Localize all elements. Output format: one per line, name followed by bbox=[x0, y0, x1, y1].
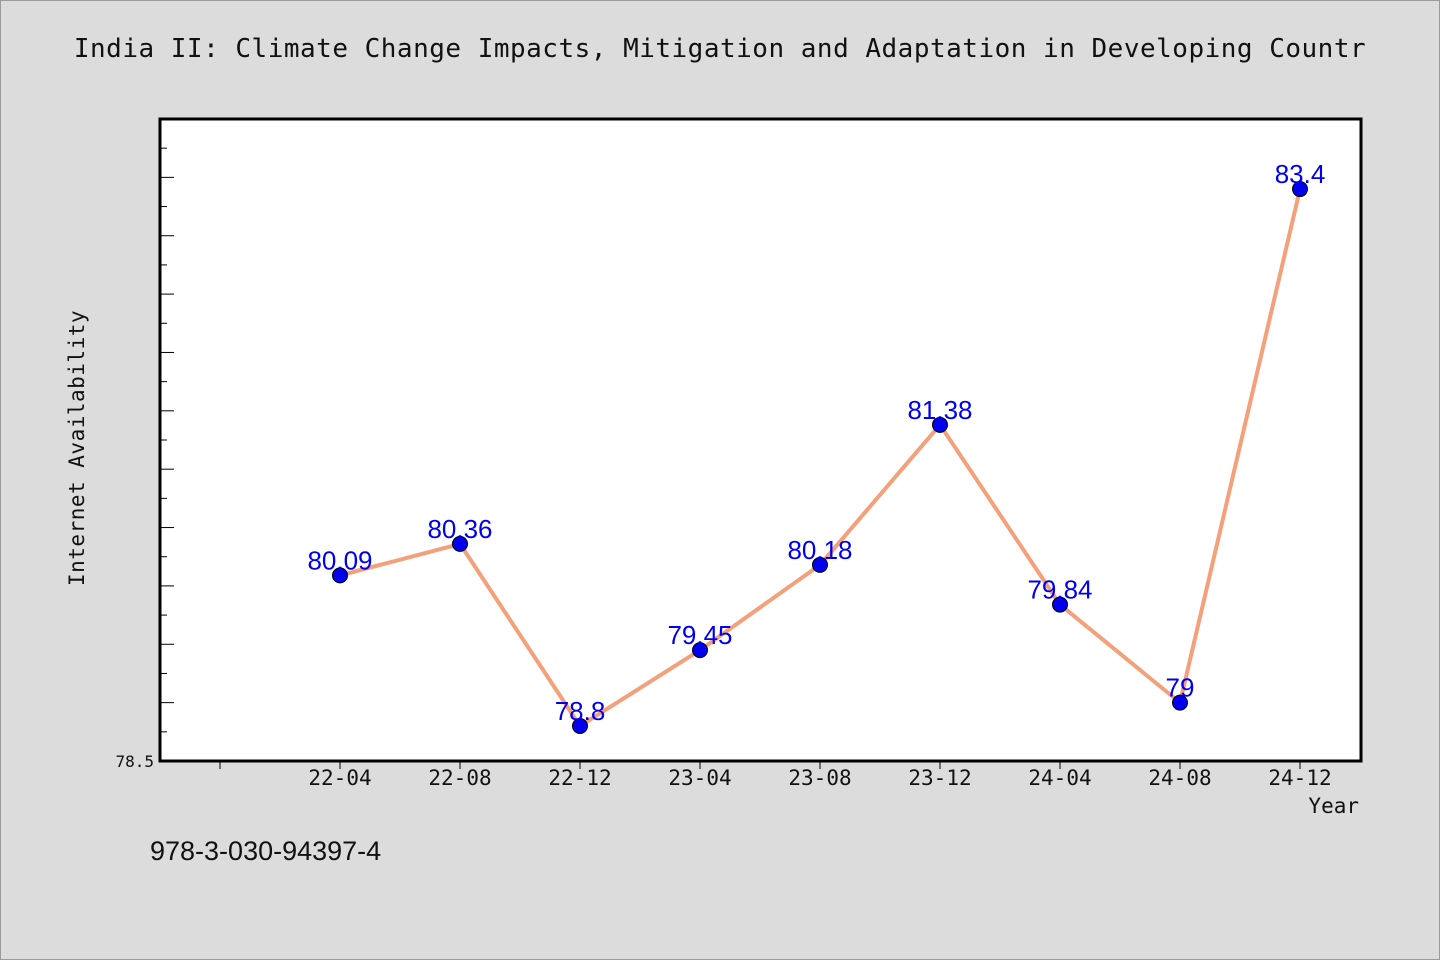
x-tick-label: 24-12 bbox=[1268, 766, 1331, 790]
data-point bbox=[452, 535, 468, 552]
x-tick-label: 22-08 bbox=[428, 766, 491, 790]
chart-title: India II: Climate Change Impacts, Mitiga… bbox=[73, 34, 1367, 64]
series-line-segment bbox=[698, 562, 822, 653]
x-tick-label: 23-08 bbox=[788, 766, 851, 790]
x-tick-label: 24-04 bbox=[1028, 766, 1091, 790]
data-label: 79.84 bbox=[1027, 575, 1092, 605]
data-point bbox=[572, 717, 588, 734]
x-tick-label: 24-08 bbox=[1148, 766, 1211, 790]
series-line-segment bbox=[818, 422, 942, 567]
x-tick-label: 22-12 bbox=[548, 766, 611, 790]
series-line-segment bbox=[578, 648, 702, 728]
data-point bbox=[1292, 181, 1308, 198]
series-line-segment bbox=[1178, 187, 1302, 705]
data-label: 80.09 bbox=[307, 545, 372, 575]
series-line-segment bbox=[458, 541, 582, 728]
x-axis-label: Year bbox=[1308, 794, 1359, 818]
data-label: 79 bbox=[1166, 673, 1195, 703]
footer-code: 978-3-030-94397-4 bbox=[150, 836, 382, 866]
data-label: 78.8 bbox=[555, 696, 606, 726]
plot-frame bbox=[158, 117, 1363, 763]
x-ticks: 22-04 22-08 22-12 23-04 23-08 23-12 24-04 24-08… bbox=[219, 761, 1332, 790]
data-label: 80.18 bbox=[787, 535, 852, 565]
data-label: 79.45 bbox=[667, 620, 732, 650]
data-point bbox=[812, 556, 828, 573]
x-tick-label: 22-04 bbox=[308, 766, 371, 790]
data-point bbox=[1052, 596, 1068, 613]
y-tick-label: 78.5 bbox=[115, 752, 154, 771]
data-point bbox=[692, 642, 708, 659]
x-tick-label: 23-04 bbox=[668, 766, 731, 790]
data-point bbox=[332, 567, 348, 584]
series-line-segment bbox=[338, 541, 462, 578]
series-line-segment bbox=[938, 422, 1062, 607]
data-label: 81.38 bbox=[907, 395, 972, 425]
data-point bbox=[932, 416, 948, 433]
x-tick-label: 23-12 bbox=[908, 766, 971, 790]
data-label: 80.36 bbox=[427, 514, 492, 544]
series-line-group bbox=[338, 187, 1302, 728]
series-line-segment bbox=[1058, 602, 1182, 705]
marker-group bbox=[332, 181, 1308, 734]
data-point bbox=[1172, 694, 1188, 711]
y-ticks: 78.5 bbox=[115, 118, 174, 771]
data-label: 83.4 bbox=[1275, 159, 1326, 189]
data-label-group: 80.09 80.36 78.8 79.45 80.18 81.38 79.84 79 83.4 bbox=[307, 159, 1325, 726]
